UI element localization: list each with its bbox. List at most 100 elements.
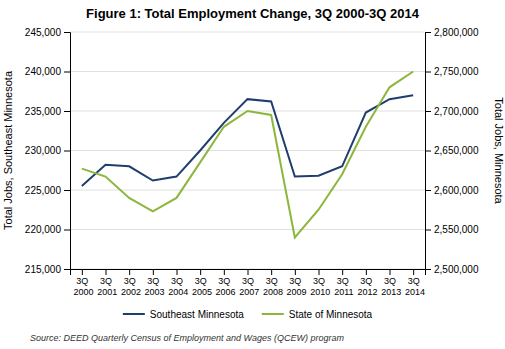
tick-mark [64,230,70,231]
tick-label: 3Q 2005 [189,276,212,296]
tick: 3Q 2005 [189,269,212,297]
tick-label-part: 3Q [218,276,230,286]
plot: 215,000 220,000 225,000 230,000 235,000 240,0… [2,27,505,297]
tick-mark [248,269,249,275]
tick-label-part: 3Q [100,276,112,286]
line [82,72,413,238]
legend-label: State of Minnesota [289,309,373,320]
axis: 2,500,000 2,550,000 2,600,000 2,650,000 2,70… [425,27,479,275]
tick-label-part: 2000 [71,287,94,297]
tick-label: 3Q 2007 [237,276,260,296]
tick-label: 3Q 2004 [166,276,189,296]
tick-label: 215,000 [25,264,62,275]
grid [70,32,425,269]
tick-label: 2,500,000 [434,264,479,275]
tick-mark [200,269,201,275]
tick-label: 245,000 [25,27,62,38]
tick-label: 2,650,000 [434,145,479,156]
tick-label: 3Q 2010 [308,276,331,296]
tick-label: 3Q 2006 [213,276,236,296]
chart: Figure 1: Total Employment Change, 3Q 20… [0,0,505,349]
tick-label: 3Q 2001 [95,276,118,296]
legend-swatch [123,313,145,315]
tick-mark [271,269,272,275]
tick-label-part: 3Q [360,276,372,286]
tick-mark [106,269,107,275]
tick-mark [64,72,70,73]
tick: 3Q 2003 [142,269,165,297]
tick: 220,000 [25,224,70,235]
grid-line [70,150,425,151]
tick-label: 3Q 2013 [379,276,402,296]
tick-mark [64,32,70,33]
tick-label: 2,800,000 [434,27,479,38]
axis-domain [64,33,71,270]
tick-label: 225,000 [25,185,62,196]
tick: 3Q 2008 [260,269,283,297]
tick-label: 235,000 [25,106,62,117]
legend: Southeast MinnesotaState of Minnesota [123,309,373,320]
tick-label-part: 2012 [355,287,378,297]
tick-mark [413,269,414,275]
tick: 225,000 [25,185,70,196]
tick-label-part: 3Q [242,276,254,286]
tick-mark [82,269,83,275]
tick-label-part: 3Q [124,276,136,286]
tick: 3Q 2000 [71,269,94,297]
tick: 245,000 [25,27,70,38]
tick: 2,650,000 [425,145,479,156]
tick: 2,700,000 [425,106,479,117]
tick-label-part: 3Q [266,276,278,286]
tick-label: 3Q 2011 [332,276,354,296]
tick: 3Q 2001 [95,269,118,297]
legend-swatch [262,313,284,315]
tick: 230,000 [25,145,70,156]
tick: 3Q 2013 [379,269,402,297]
axis: 215,000 220,000 225,000 230,000 235,000 240,0… [25,27,71,275]
axis-domain [426,33,432,270]
tick-label-part: 2013 [379,287,402,297]
tick-label-part: 2007 [237,287,260,297]
tick-label-part: 2006 [213,287,236,297]
tick-label-part: 3Q [313,276,325,286]
tick-label: 2,750,000 [434,66,479,77]
tick-label-part: 2005 [189,287,212,297]
axis-title: Total Jobs, Minnesota [493,97,505,204]
tick-label: 2,700,000 [434,106,479,117]
lines [82,72,413,238]
tick-label: 3Q 2012 [355,276,378,296]
axis: 3Q 20003Q 20013Q 20023Q 20033Q 20043Q 20… [71,269,426,297]
tick-mark [177,269,178,275]
tick-label-part: 2011 [332,287,354,297]
grid-line [70,229,425,230]
legend-item: State of Minnesota [262,309,373,320]
tick-mark [64,151,70,152]
tick: 2,500,000 [425,264,479,275]
tick: 2,800,000 [425,27,479,38]
tick: 3Q 2009 [284,269,307,297]
tick: 3Q 2010 [308,269,331,297]
tick-mark [224,269,225,275]
tick-label-part: 3Q [384,276,396,286]
tick: 235,000 [25,106,70,117]
tick: 2,600,000 [425,185,479,196]
tick-label: 3Q 2008 [260,276,283,296]
source: Source: DEED Quarterly Census of Employm… [30,333,344,343]
tick-label-part: 3Q [147,276,159,286]
tick-mark [390,269,391,275]
tick-label: 3Q 2009 [284,276,307,296]
tick-mark [425,230,431,231]
tick: 240,000 [25,66,70,77]
tick-mark [366,269,367,275]
tick-label: 230,000 [25,145,62,156]
axis-domain [71,270,426,276]
tick-mark [295,269,296,275]
tick-mark [425,111,431,112]
tick-mark [425,190,431,191]
tick-label: 240,000 [25,66,62,77]
line [82,95,413,186]
tick: 3Q 2006 [213,269,236,297]
tick-mark [425,151,431,152]
tick-label: 2,550,000 [434,224,479,235]
tick-label-part: 3Q [408,276,420,286]
